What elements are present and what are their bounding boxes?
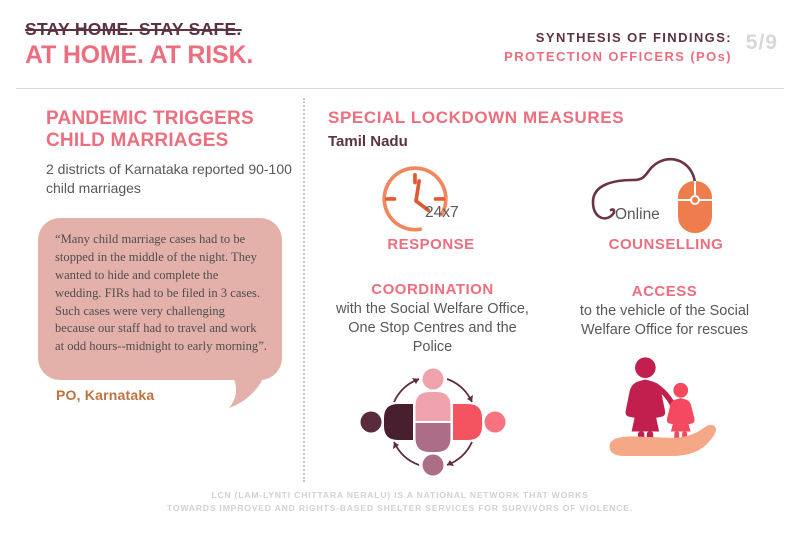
right-panel-heading: SPECIAL LOCKDOWN MEASURES: [328, 108, 625, 127]
measure-counselling: Online COUNSELLING: [585, 150, 747, 254]
subtitle-line2: PROTECTION OFFICERS (POs): [504, 48, 732, 64]
subtitle-line1: SYNTHESIS OF FINDINGS:: [535, 30, 732, 45]
quote-attribution: PO, Karnataka: [56, 387, 155, 403]
column-divider: [303, 98, 305, 482]
page-title: AT HOME. AT RISK.: [25, 41, 254, 69]
measure-coordination: COORDINATION with the Social Welfare Off…: [330, 281, 535, 483]
clock-icon: [382, 166, 448, 232]
left-heading-line2: CHILD MARRIAGES: [46, 130, 229, 152]
response-title: RESPONSE: [387, 236, 475, 253]
coordination-icon: [360, 368, 505, 476]
access-title: ACCESS: [631, 283, 698, 300]
coordination-icon-wrap: [330, 366, 535, 483]
response-overlay-label: 24x7: [425, 204, 459, 221]
header-divider: [16, 88, 784, 89]
footer-line1: LCN (LAM-LYNTI CHITTARA NERALU) IS A NAT…: [211, 490, 589, 500]
right-panel-subheading: Tamil Nadu: [328, 133, 408, 150]
strikethrough-title: STAY HOME. STAY SAFE.: [25, 19, 242, 39]
left-panel-heading: PANDEMIC TRIGGERS CHILD MARRIAGES: [46, 108, 254, 152]
page-number: 5/9: [745, 31, 778, 54]
measure-response: 24x7 RESPONSE: [355, 162, 507, 258]
counselling-title: COUNSELLING: [608, 236, 724, 253]
mouse-icon: [591, 157, 712, 233]
coordination-description: with the Social Welfare Office, One Stop…: [336, 301, 529, 355]
left-panel-subtext: 2 districts of Karnataka reported 90-100…: [46, 161, 292, 197]
footer-note: LCN (LAM-LYNTI CHITTARA NERALU) IS A NAT…: [0, 489, 800, 515]
header-subtitle: SYNTHESIS OF FINDINGS: PROTECTION OFFICE…: [504, 29, 732, 67]
family-rescue-icon: [609, 357, 716, 457]
speech-bubble-tail: [229, 376, 264, 408]
access-icon-wrap: [562, 349, 767, 464]
counselling-overlay-label: Online: [615, 206, 660, 223]
header-titles: STAY HOME. STAY SAFE. AT HOME. AT RISK.: [25, 19, 253, 70]
quote-text: “Many child marriage cases had to be sto…: [55, 232, 267, 354]
access-description: to the vehicle of the Social Welfare Off…: [579, 303, 750, 338]
quote-speech-bubble: “Many child marriage cases had to be sto…: [38, 218, 282, 380]
measure-access: ACCESS to the vehicle of the Social Welf…: [562, 283, 767, 464]
coordination-title: COORDINATION: [371, 281, 494, 298]
footer-line2: TOWARDS IMPROVED AND RIGHTS-BASED SHELTE…: [166, 502, 634, 513]
left-heading-line1: PANDEMIC TRIGGERS: [46, 108, 254, 129]
